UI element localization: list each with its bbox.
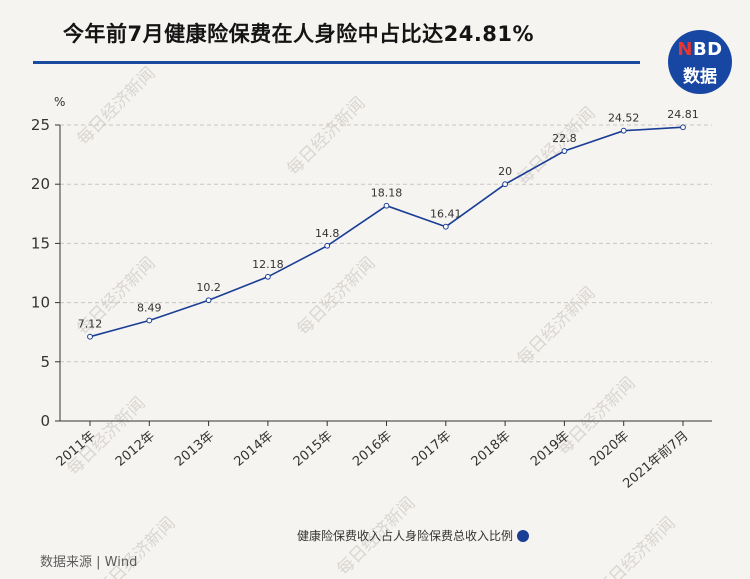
x-tick-label: 2020年 <box>587 429 632 470</box>
watermark-text: 每日经济新闻 <box>63 393 149 479</box>
data-label: 14.8 <box>315 227 340 240</box>
watermark-text: 每日经济新闻 <box>283 93 369 179</box>
logo-letters: BD <box>692 39 723 60</box>
y-tick-label: 15 <box>31 234 50 252</box>
x-tick-label: 2013年 <box>172 429 217 470</box>
logo-accent-letter: N <box>677 39 693 60</box>
data-point <box>680 124 686 131</box>
data-label: 7.12 <box>78 318 103 331</box>
y-tick-label: 10 <box>31 294 50 312</box>
x-tick-label: 2017年 <box>409 429 454 470</box>
series-line <box>89 126 684 338</box>
chart-title: 今年前7月健康险保费在人身险中占比达24.81% <box>63 22 535 46</box>
y-tick-label: 0 <box>40 412 50 430</box>
data-point <box>324 242 331 249</box>
watermark-text: 每日经济新闻 <box>513 283 599 369</box>
watermark-text: 每日经济新闻 <box>73 63 159 149</box>
watermark-text: 每日经济新闻 <box>593 513 679 579</box>
x-tick-label: 2015年 <box>291 429 336 470</box>
data-point <box>442 223 449 230</box>
series-layer: 7.12 8.49 10.2 12.18 14.8 18.18 16.41 20 22.8 24.… <box>78 108 699 340</box>
nbd-logo: NBD 数据 <box>668 30 732 94</box>
legend: 健康险保费收入占人身险保费总收入比例 <box>297 528 529 543</box>
title-underline <box>33 61 640 64</box>
grid-lines <box>60 124 712 363</box>
x-tick-label: 2016年 <box>350 429 395 470</box>
data-point <box>265 273 271 280</box>
watermark-text: 每日经济新闻 <box>293 253 379 339</box>
logo-wordmark: NBD <box>668 39 732 60</box>
data-label: 18.18 <box>371 187 403 200</box>
data-point <box>146 317 153 324</box>
data-point <box>383 202 390 209</box>
data-label: 24.81 <box>667 108 699 121</box>
watermark-text: 每日经济新闻 <box>513 103 599 189</box>
data-point <box>620 127 627 134</box>
data-label: 16.41 <box>430 208 462 221</box>
data-label: 24.52 <box>608 112 640 125</box>
x-tick-label: 2018年 <box>469 429 514 470</box>
data-label: 12.18 <box>252 258 284 271</box>
x-tick-label: 2014年 <box>232 429 277 470</box>
data-label: 20 <box>498 165 512 178</box>
y-tick-label: 25 <box>31 116 50 134</box>
x-axis: 2011年 2012年 2013年 2014年 2015年 2016年 2017年 2018年… <box>54 420 712 492</box>
data-label: 10.2 <box>196 281 221 294</box>
x-tick-label: 2021年前7月 <box>620 428 692 492</box>
logo-subtext: 数据 <box>683 67 717 87</box>
data-point <box>502 181 509 188</box>
data-point <box>205 297 212 304</box>
y-axis: 0 5 10 15 20 25% <box>31 95 66 430</box>
y-tick-label: 20 <box>31 175 50 193</box>
watermark-text: 每日经济新闻 <box>553 373 639 459</box>
data-label: 22.8 <box>552 132 577 145</box>
data-source: 数据来源 | Wind <box>40 555 138 570</box>
y-axis-unit: % <box>54 95 65 109</box>
legend-marker <box>517 530 529 542</box>
data-point <box>561 148 568 154</box>
legend-label: 健康险保费收入占人身险保费总收入比例 <box>297 528 513 543</box>
data-point <box>87 333 93 340</box>
y-tick-label: 5 <box>40 353 50 371</box>
data-label: 8.49 <box>137 301 162 314</box>
